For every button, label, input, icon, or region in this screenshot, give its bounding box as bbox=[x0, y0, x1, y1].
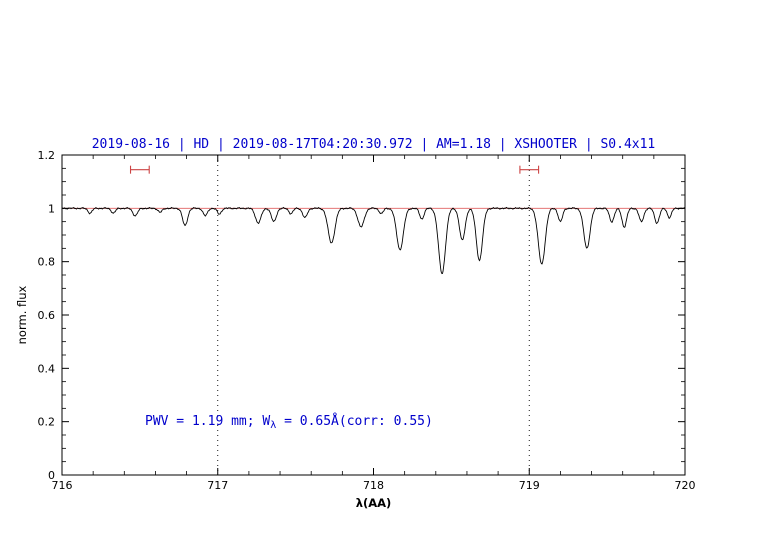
svg-text:717: 717 bbox=[207, 479, 228, 492]
spectrum-line bbox=[61, 206, 686, 275]
svg-text:1: 1 bbox=[48, 202, 55, 215]
svg-text:0.4: 0.4 bbox=[38, 362, 56, 375]
pwv-annotation-suffix: = 0.65Å(corr: 0.55) bbox=[276, 414, 433, 429]
svg-text:719: 719 bbox=[519, 479, 540, 492]
figure-title: 2019-08-16 | HD | 2019-08-17T04:20:30.97… bbox=[91, 137, 656, 152]
pwv-annotation: PWV = 1.19 mm; Wλ = 0.65Å(corr: 0.55) bbox=[145, 414, 433, 431]
svg-text:1.2: 1.2 bbox=[38, 149, 56, 162]
svg-text:0: 0 bbox=[48, 469, 55, 482]
gridlines bbox=[217, 155, 530, 475]
svg-text:0.8: 0.8 bbox=[38, 256, 56, 269]
interval-markers bbox=[129, 165, 540, 174]
x-axis-label: λ(AA) bbox=[355, 496, 392, 510]
pwv-annotation-prefix: PWV = 1.19 mm; W bbox=[145, 414, 271, 429]
svg-text:716: 716 bbox=[52, 479, 73, 492]
svg-text:0.2: 0.2 bbox=[38, 416, 56, 429]
svg-text:718: 718 bbox=[363, 479, 384, 492]
svg-text:0.6: 0.6 bbox=[38, 309, 56, 322]
axis-ticks bbox=[61, 154, 686, 476]
y-axis-label: norm. flux bbox=[15, 285, 29, 345]
svg-text:720: 720 bbox=[675, 479, 696, 492]
tick-labels: 716 717 718 719 720 0 0.2 0.4 0.6 0.8 1 1.2 bbox=[38, 149, 696, 492]
pwv-annotation-subscript: λ bbox=[270, 420, 277, 431]
